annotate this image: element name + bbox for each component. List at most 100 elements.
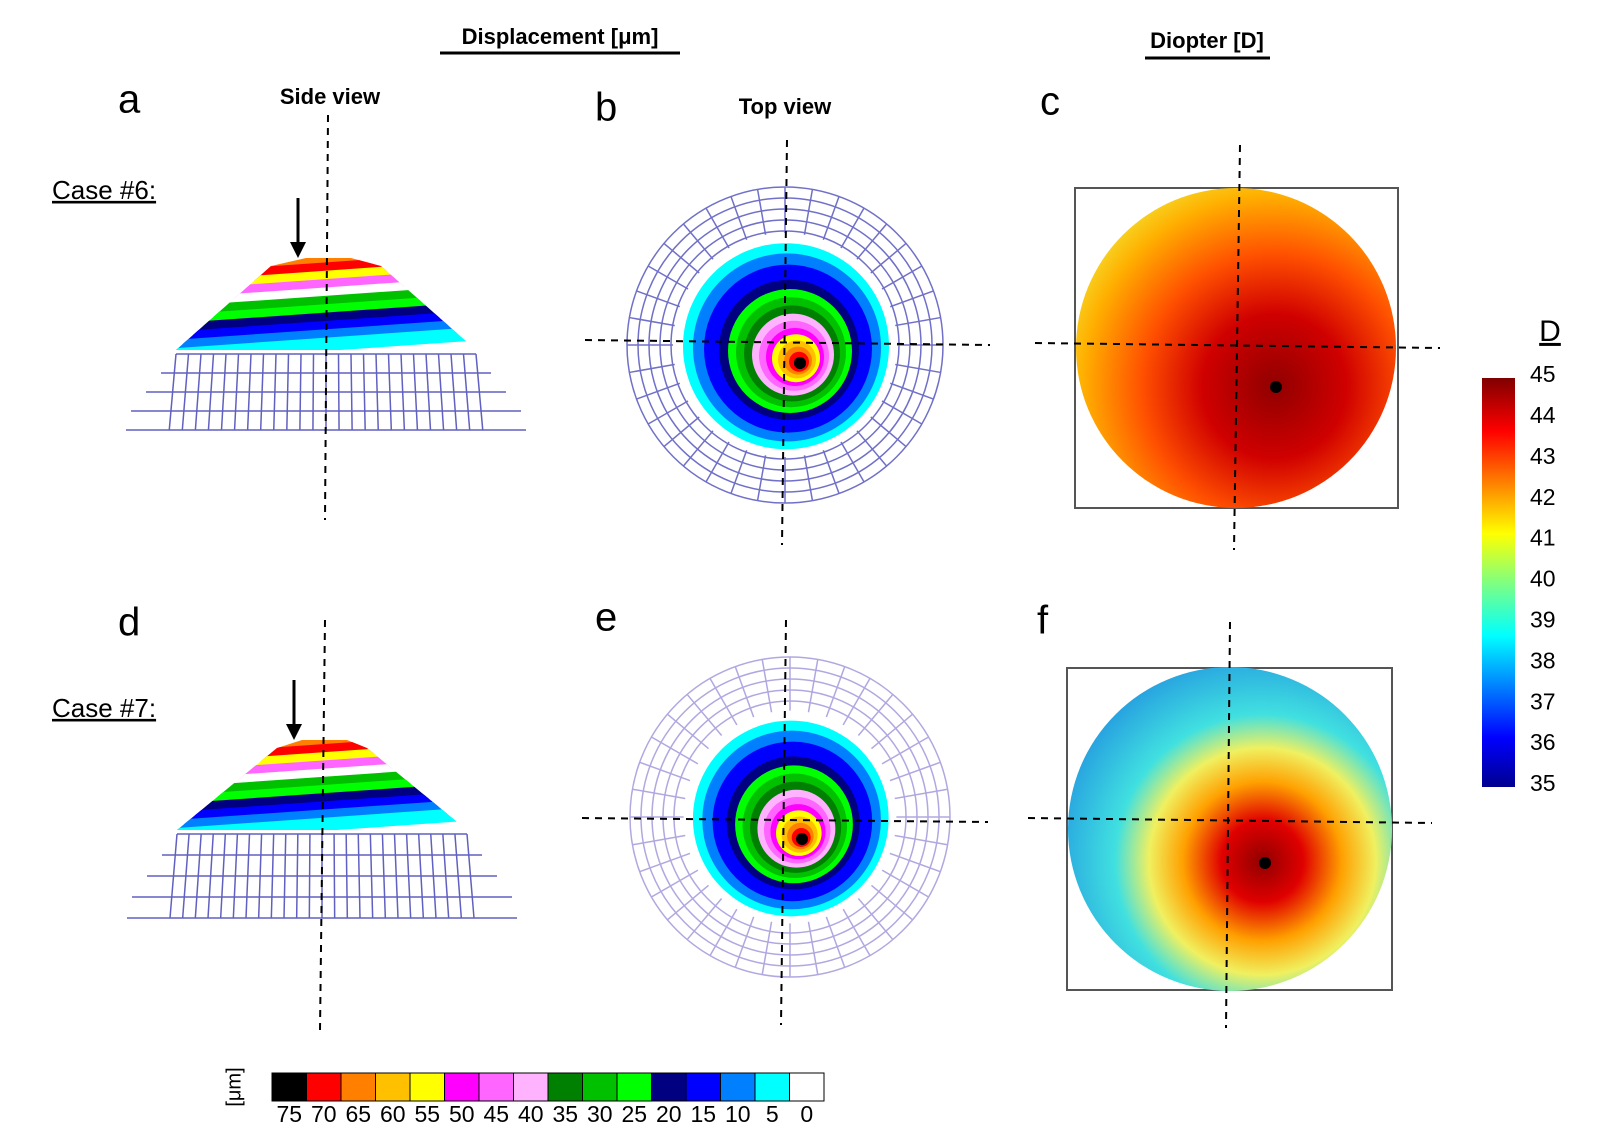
crosshair (324, 114, 329, 521)
grid-line (425, 353, 432, 431)
grid-line (308, 833, 311, 919)
swatch (754, 1072, 790, 1102)
crosshair (780, 619, 787, 1026)
grid-line (442, 833, 450, 919)
grid-line (207, 353, 215, 431)
grid-spoke (823, 910, 846, 968)
crosshair (319, 619, 326, 1031)
swatch (651, 1072, 687, 1102)
grid-spoke (839, 678, 871, 731)
grid-spoke (734, 910, 757, 968)
crosshair (584, 339, 991, 346)
grid-line (207, 833, 214, 919)
apex-dot (794, 357, 806, 369)
scale-tick-label: 0 (800, 1101, 813, 1127)
panel-letter: d (118, 601, 140, 645)
grid-line (381, 833, 387, 919)
diopter-map (1068, 667, 1392, 991)
grid-line (369, 833, 374, 919)
band (177, 807, 467, 830)
grid-line (168, 353, 177, 431)
grid-line (299, 353, 302, 431)
grid-line (437, 353, 445, 431)
side-view-label: Side view (280, 84, 381, 109)
grid-spoke (866, 880, 914, 921)
grid-spoke (806, 659, 819, 719)
panel-letter: e (595, 596, 617, 640)
swatch (375, 1072, 411, 1102)
grid-line (181, 833, 190, 919)
grid-spoke (866, 713, 914, 754)
colorbar-tick-label: 38 (1530, 647, 1556, 673)
grid-line (345, 833, 349, 919)
swatch (409, 1072, 445, 1102)
swatch (271, 1072, 307, 1102)
grid-spoke (888, 788, 948, 801)
panel-letter: a (118, 78, 141, 122)
crosshair (1225, 621, 1231, 1029)
grid-line (220, 353, 227, 431)
grid-line (430, 833, 437, 919)
grid-spoke (761, 659, 774, 719)
arrow-head (286, 724, 302, 740)
case-label: Case #7: (52, 693, 156, 723)
swatch (513, 1072, 549, 1102)
colorbar-tick-label: 36 (1530, 729, 1556, 755)
grid-line (333, 833, 336, 919)
scale-tick-label: 35 (552, 1101, 578, 1127)
colorbar-tick-label: 45 (1530, 361, 1556, 387)
scale-tick-label: 70 (311, 1101, 337, 1127)
colorbar-tick-label: 35 (1530, 770, 1556, 796)
grid-spoke (709, 678, 741, 731)
grid-spoke (632, 788, 692, 801)
panel-letter: b (595, 86, 617, 130)
grid-spoke (651, 866, 704, 898)
grid-line (270, 833, 275, 919)
grid-line (362, 353, 366, 431)
grid-spoke (666, 880, 714, 921)
swatch (340, 1072, 376, 1102)
scale-tick-label: 45 (483, 1101, 509, 1127)
apex-dot (796, 833, 808, 845)
grid-spoke (888, 833, 948, 846)
colorbar-tick-label: 39 (1530, 606, 1556, 632)
frame (1074, 187, 1399, 509)
grid-spoke (632, 833, 692, 846)
grid-line (387, 353, 393, 431)
displacement-title: Displacement [μm] (462, 24, 659, 49)
grid-spoke (853, 893, 894, 941)
grid-spoke (853, 693, 894, 741)
scale-tick-label: 60 (380, 1101, 406, 1127)
grid-line (375, 353, 379, 431)
grid-spoke (876, 866, 929, 898)
diopter-map (1076, 188, 1396, 508)
grid-spoke (806, 915, 819, 975)
scale-tick-label: 15 (690, 1101, 716, 1127)
colorbar-tick-label: 37 (1530, 688, 1556, 714)
grid-line (454, 833, 463, 919)
grid-line (273, 353, 277, 431)
diopter-scale-title: D (1539, 315, 1561, 348)
colorbar-tick-label: 44 (1530, 402, 1556, 428)
colorbar-tick-label: 40 (1530, 566, 1556, 592)
swatch (306, 1072, 342, 1102)
swatch (789, 1072, 825, 1102)
grid-line (219, 833, 227, 919)
grid-line (194, 833, 202, 919)
grid-spoke (734, 666, 757, 724)
grid-line (350, 353, 353, 431)
swatch (444, 1072, 480, 1102)
swatch (720, 1072, 756, 1102)
scale-tick-label: 55 (414, 1101, 440, 1127)
scale-tick-label: 5 (766, 1101, 779, 1127)
grid-spoke (823, 666, 846, 724)
unit-label: [μm] (223, 1067, 245, 1106)
grid-line (337, 353, 340, 431)
grid-spoke (883, 850, 941, 873)
diopter-colorbar (1482, 378, 1515, 787)
apex-dot (1270, 381, 1282, 393)
swatch (547, 1072, 583, 1102)
grid-line (450, 353, 458, 431)
grid-spoke (651, 736, 704, 768)
